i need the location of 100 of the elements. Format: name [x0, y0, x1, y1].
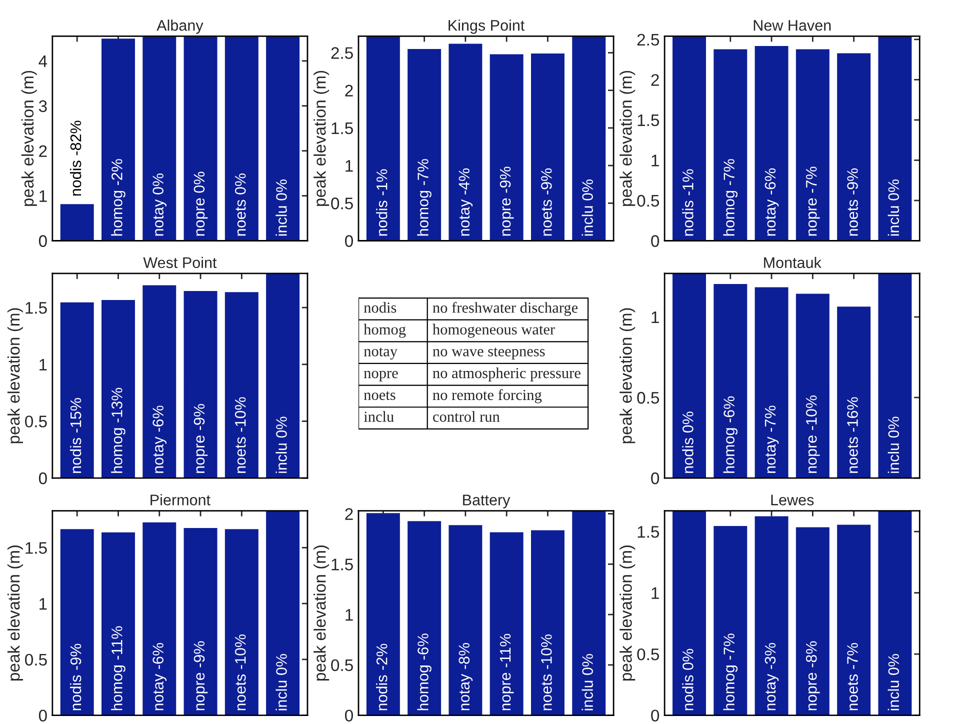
- x-tick-label: nodis 0%: [682, 648, 694, 710]
- text: no wave steepness: [432, 348, 545, 360]
- y-tick-label: 0: [651, 710, 660, 722]
- x-tick-label: homog -7%: [723, 159, 738, 236]
- x-tick-label: noets -9%: [541, 168, 552, 236]
- bar: [796, 294, 830, 478]
- bar: [266, 273, 300, 478]
- text: homogeneous water: [432, 324, 555, 338]
- bar: [754, 287, 788, 478]
- y-tick-label: 1.5: [26, 542, 47, 554]
- bar: [102, 300, 135, 478]
- x-tick-label: inclu 0%: [888, 416, 900, 473]
- bar: [366, 513, 400, 716]
- x-tick-label: nopre -7%: [806, 166, 820, 236]
- y-tick-label: 0.5: [25, 416, 47, 428]
- y-axis-title: peak elevation (m): [21, 70, 37, 206]
- x-tick-label: noets -10%: [234, 634, 246, 710]
- y-tick-label: 0: [651, 235, 660, 247]
- y-axis-title: peak elevation (m): [314, 70, 330, 206]
- bar: [714, 284, 748, 478]
- x-tick-label: notay -8%: [458, 642, 473, 710]
- x-tick-label: homog -7%: [723, 634, 738, 710]
- x-tick-label: nopre -8%: [806, 641, 820, 710]
- x-tick-label: nopre -10%: [806, 396, 820, 473]
- y-axis-title: peak elevation (m): [620, 308, 636, 444]
- x-tick-label: notay -7%: [764, 406, 779, 473]
- x-tick-label: homog -2%: [111, 159, 126, 236]
- x-tick-label: homog -6%: [417, 634, 432, 710]
- x-tick-label: nodis -2%: [376, 644, 388, 710]
- y-tick-label: 0.5: [637, 648, 660, 660]
- x-tick-label: nopre -11%: [500, 634, 514, 710]
- y-tick-label: 2.5: [637, 34, 660, 46]
- bar: [837, 306, 871, 478]
- y-axis-title: peak elevation (m): [314, 546, 330, 681]
- y-axis-title: peak elevation (m): [620, 546, 636, 681]
- y-tick-label: 1.5: [332, 558, 353, 570]
- x-tick-label: inclu 0%: [888, 654, 900, 710]
- text: nodis: [364, 302, 396, 313]
- x-tick-label: nodis -82%: [70, 120, 82, 196]
- text: notay: [364, 348, 398, 360]
- y-tick-label: 0: [651, 472, 660, 484]
- y-tick-label: 2: [345, 84, 353, 96]
- x-tick-label: nopre -9%: [194, 641, 208, 710]
- y-tick-label: 3: [38, 100, 47, 112]
- bar: [224, 36, 258, 241]
- bar: [184, 290, 218, 478]
- x-tick-label: noets -10%: [541, 634, 552, 710]
- x-tick-label: nopre -9%: [194, 404, 208, 473]
- text: no remote forcing: [432, 389, 542, 404]
- text: homog: [364, 324, 406, 338]
- bar: [60, 302, 94, 478]
- chart-title: Lewes: [771, 494, 814, 506]
- chart-title: Piermont: [150, 494, 210, 506]
- x-tick-label: noets -16%: [847, 397, 858, 473]
- y-tick-label: 1: [652, 154, 659, 166]
- x-tick-label: inclu 0%: [276, 416, 287, 473]
- y-tick-label: 0: [38, 235, 47, 247]
- y-tick-label: 0.5: [25, 654, 47, 666]
- x-tick-label: notay -6%: [152, 642, 166, 710]
- x-tick-label: notay 0%: [152, 174, 166, 236]
- y-tick-label: 2: [345, 508, 353, 520]
- chart-title: Battery: [463, 494, 510, 508]
- chart-title: Albany: [156, 20, 204, 34]
- chart-title: Montauk: [764, 256, 822, 268]
- x-tick-label: notay -6%: [764, 168, 779, 236]
- y-tick-label: 4: [38, 56, 48, 67]
- y-tick-label: 0: [345, 235, 353, 247]
- y-tick-label: 1.5: [26, 302, 47, 314]
- y-tick-label: 1: [40, 358, 47, 370]
- bar: [184, 36, 218, 241]
- chart-title: New Haven: [754, 20, 831, 31]
- y-tick-label: 1.5: [638, 114, 660, 126]
- bar: [60, 204, 94, 241]
- y-tick-label: 1.5: [638, 526, 660, 538]
- x-tick-label: nodis -1%: [682, 169, 694, 236]
- bar: [142, 285, 176, 478]
- x-tick-label: homog -13%: [111, 388, 126, 473]
- text: noets: [364, 391, 396, 400]
- x-tick-label: inclu 0%: [582, 179, 593, 236]
- y-tick-label: 0.5: [637, 194, 660, 207]
- bar: [490, 532, 524, 716]
- y-tick-label: 0.5: [637, 392, 660, 404]
- x-tick-label: noets -9%: [847, 168, 858, 236]
- y-tick-label: 1: [40, 190, 47, 202]
- y-tick-label: 0: [38, 472, 47, 484]
- bar: [672, 273, 706, 478]
- y-tick-label: 0: [38, 710, 47, 722]
- text: nopre: [364, 370, 398, 382]
- text: control run: [433, 411, 500, 422]
- y-tick-label: 0.5: [331, 198, 353, 210]
- bar: [878, 273, 912, 478]
- y-axis-title: peak elevation (m): [620, 70, 636, 206]
- chart-title: Kings Point: [448, 20, 525, 34]
- x-tick-label: noets 0%: [234, 174, 246, 236]
- y-tick-label: 0: [345, 710, 353, 722]
- bar: [224, 292, 258, 478]
- y-tick-label: 2: [651, 74, 659, 86]
- x-tick-label: inclu 0%: [276, 654, 287, 710]
- bar: [572, 510, 606, 716]
- bar: [531, 530, 564, 716]
